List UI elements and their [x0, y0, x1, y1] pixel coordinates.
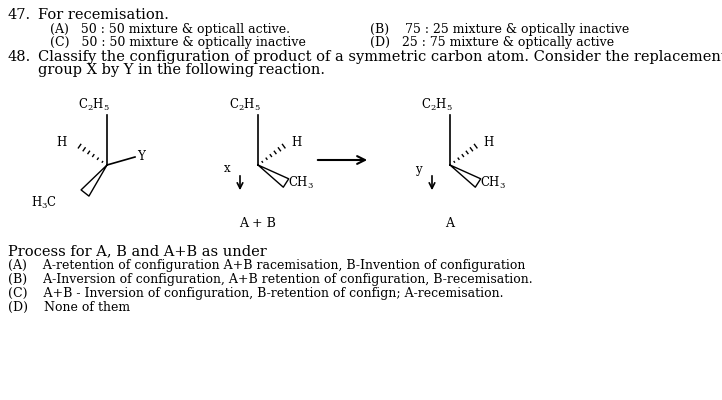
Text: H: H [57, 136, 67, 150]
Text: 48.: 48. [8, 50, 31, 64]
Text: Process for A, B and A+B as under: Process for A, B and A+B as under [8, 244, 266, 258]
Text: H: H [483, 136, 493, 150]
Text: A + B: A + B [240, 217, 277, 230]
Text: Classify the configuration of product of a symmetric carbon atom. Consider the r: Classify the configuration of product of… [38, 50, 722, 64]
Text: (A)   50 : 50 mixture & opticall active.: (A) 50 : 50 mixture & opticall active. [50, 23, 290, 36]
Text: Y: Y [137, 150, 145, 164]
Text: (C)   50 : 50 mixture & optically inactive: (C) 50 : 50 mixture & optically inactive [50, 36, 306, 49]
Text: 47.: 47. [8, 8, 31, 22]
Text: A: A [445, 217, 455, 230]
Text: $\mathregular{C_2H_5}$: $\mathregular{C_2H_5}$ [421, 97, 453, 113]
Text: $\mathregular{C_2H_5}$: $\mathregular{C_2H_5}$ [229, 97, 261, 113]
Text: $\mathregular{H_3C}$: $\mathregular{H_3C}$ [31, 195, 57, 211]
Text: y: y [415, 162, 422, 176]
Text: x: x [223, 162, 230, 176]
Text: (B)    75 : 25 mixture & optically inactive: (B) 75 : 25 mixture & optically inactive [370, 23, 630, 36]
Text: H: H [291, 136, 301, 150]
Text: (A)    A-retention of configuration A+B racemisation, B-Invention of configurati: (A) A-retention of configuration A+B rac… [8, 259, 526, 272]
Text: For recemisation.: For recemisation. [38, 8, 169, 22]
Text: group X by Y in the following reaction.: group X by Y in the following reaction. [38, 63, 325, 77]
Text: (D)    None of them: (D) None of them [8, 301, 130, 314]
Text: $\mathregular{CH_3}$: $\mathregular{CH_3}$ [480, 175, 506, 191]
Text: $\mathregular{CH_3}$: $\mathregular{CH_3}$ [288, 175, 314, 191]
Text: $\mathregular{C_2H_5}$: $\mathregular{C_2H_5}$ [78, 97, 110, 113]
Text: (D)   25 : 75 mixture & optically active: (D) 25 : 75 mixture & optically active [370, 36, 614, 49]
Text: (C)    A+B - Inversion of configuration, B-retention of confign; A-recemisation.: (C) A+B - Inversion of configuration, B-… [8, 287, 503, 300]
Text: (B)    A-Inversion of configuration, A+B retention of configuration, B-recemisat: (B) A-Inversion of configuration, A+B re… [8, 273, 533, 286]
